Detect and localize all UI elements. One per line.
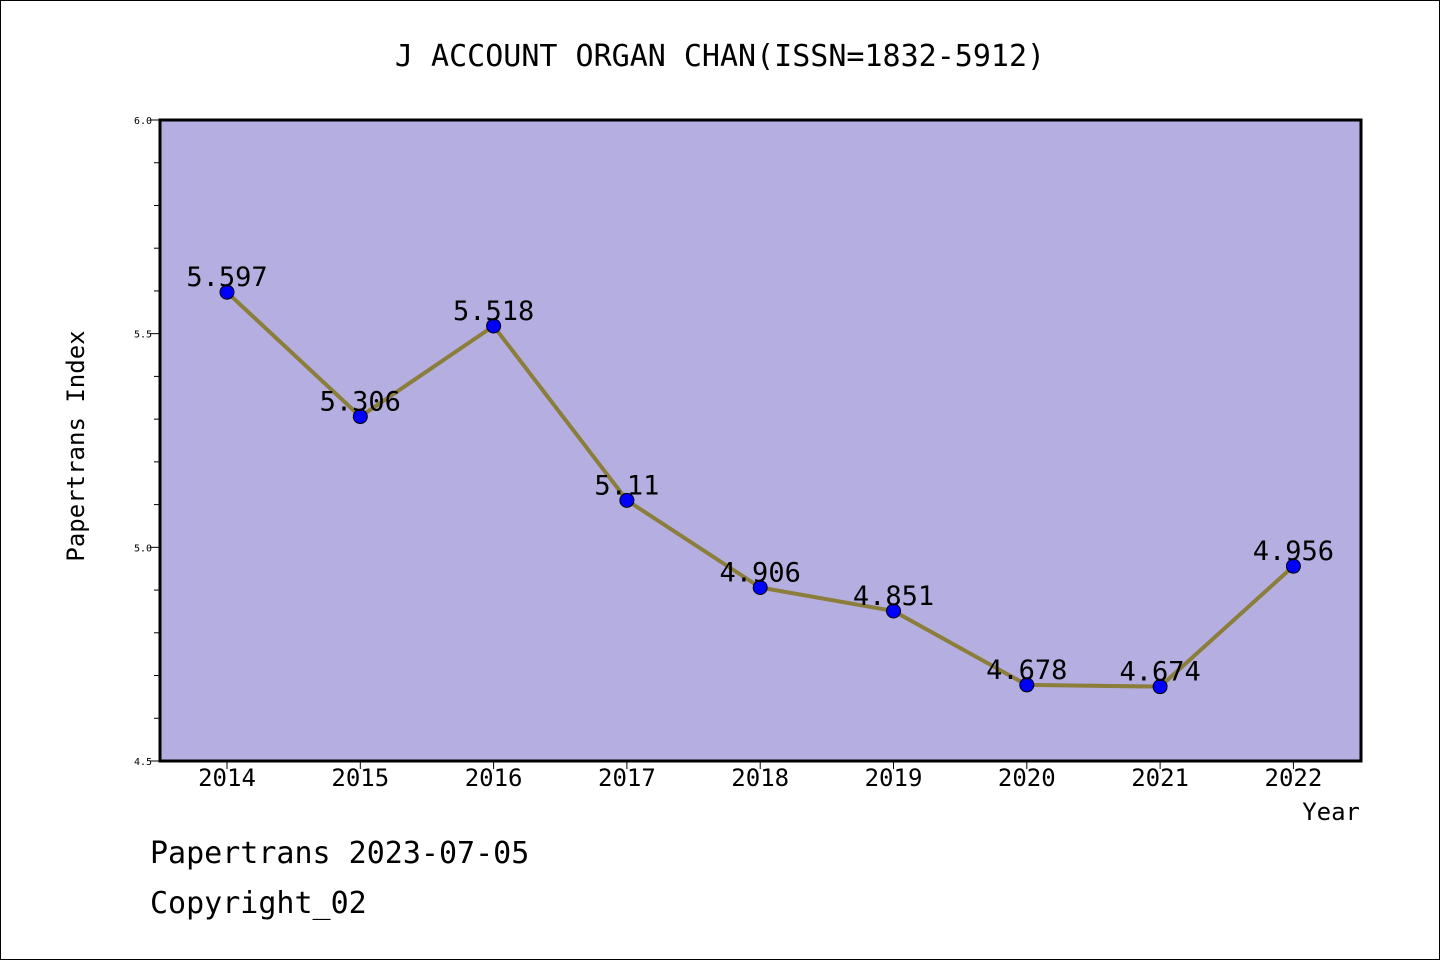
x-axis-label: Year [1302, 798, 1360, 826]
data-label: 4.674 [1119, 657, 1200, 688]
data-label: 5.11 [594, 470, 659, 501]
y-axis: 4.5 5.0 5.5 6.0 [134, 116, 160, 768]
x-tick-label: 2021 [1131, 764, 1189, 792]
chart-title: J ACCOUNT ORGAN CHAN(ISSN=1832-5912) [395, 39, 1045, 74]
x-tick-label: 2022 [1265, 764, 1323, 792]
y-tick-label: 5.5 [134, 330, 152, 341]
x-tick-label: 2016 [465, 764, 523, 792]
footer-copyright: Copyright_02 [150, 886, 367, 921]
data-label: 4.851 [853, 581, 934, 612]
x-tick-label: 2015 [331, 764, 389, 792]
data-point [1152, 679, 1168, 695]
x-tick-label: 2014 [198, 764, 256, 792]
data-point [486, 318, 502, 334]
data-label: 5.597 [186, 262, 267, 293]
data-label: 4.678 [986, 655, 1067, 686]
data-point [886, 603, 901, 619]
data-label: 4.906 [720, 558, 801, 589]
data-point [352, 409, 368, 425]
y-tick-label: 6.0 [134, 116, 152, 127]
data-labels: 5.597 5.306 5.518 5.11 4.906 4.851 4.678 4.674 4… [186, 262, 1334, 687]
plot-area [158, 118, 1363, 763]
data-point [752, 580, 768, 596]
x-tick-label: 2020 [998, 764, 1056, 792]
data-point [1285, 558, 1301, 574]
x-tick-label: 2018 [731, 764, 789, 792]
y-tick-label: 5.0 [134, 543, 152, 554]
data-label: 5.518 [453, 296, 534, 327]
data-point [219, 284, 235, 300]
data-markers [219, 284, 1301, 695]
x-tick-label: 2019 [865, 764, 923, 792]
x-tick-label: 2017 [598, 764, 656, 792]
x-axis: 2014 2015 2016 2017 2018 2019 2020 2021 2022 [198, 761, 1322, 792]
data-label: 4.956 [1253, 536, 1334, 567]
data-point [619, 492, 635, 508]
data-label: 5.306 [320, 387, 401, 418]
y-tick-label: 4.5 [134, 757, 152, 768]
y-axis-label: Papertrans Index [62, 330, 90, 561]
footer-date: Papertrans 2023-07-05 [150, 836, 530, 871]
data-point [1019, 677, 1035, 693]
